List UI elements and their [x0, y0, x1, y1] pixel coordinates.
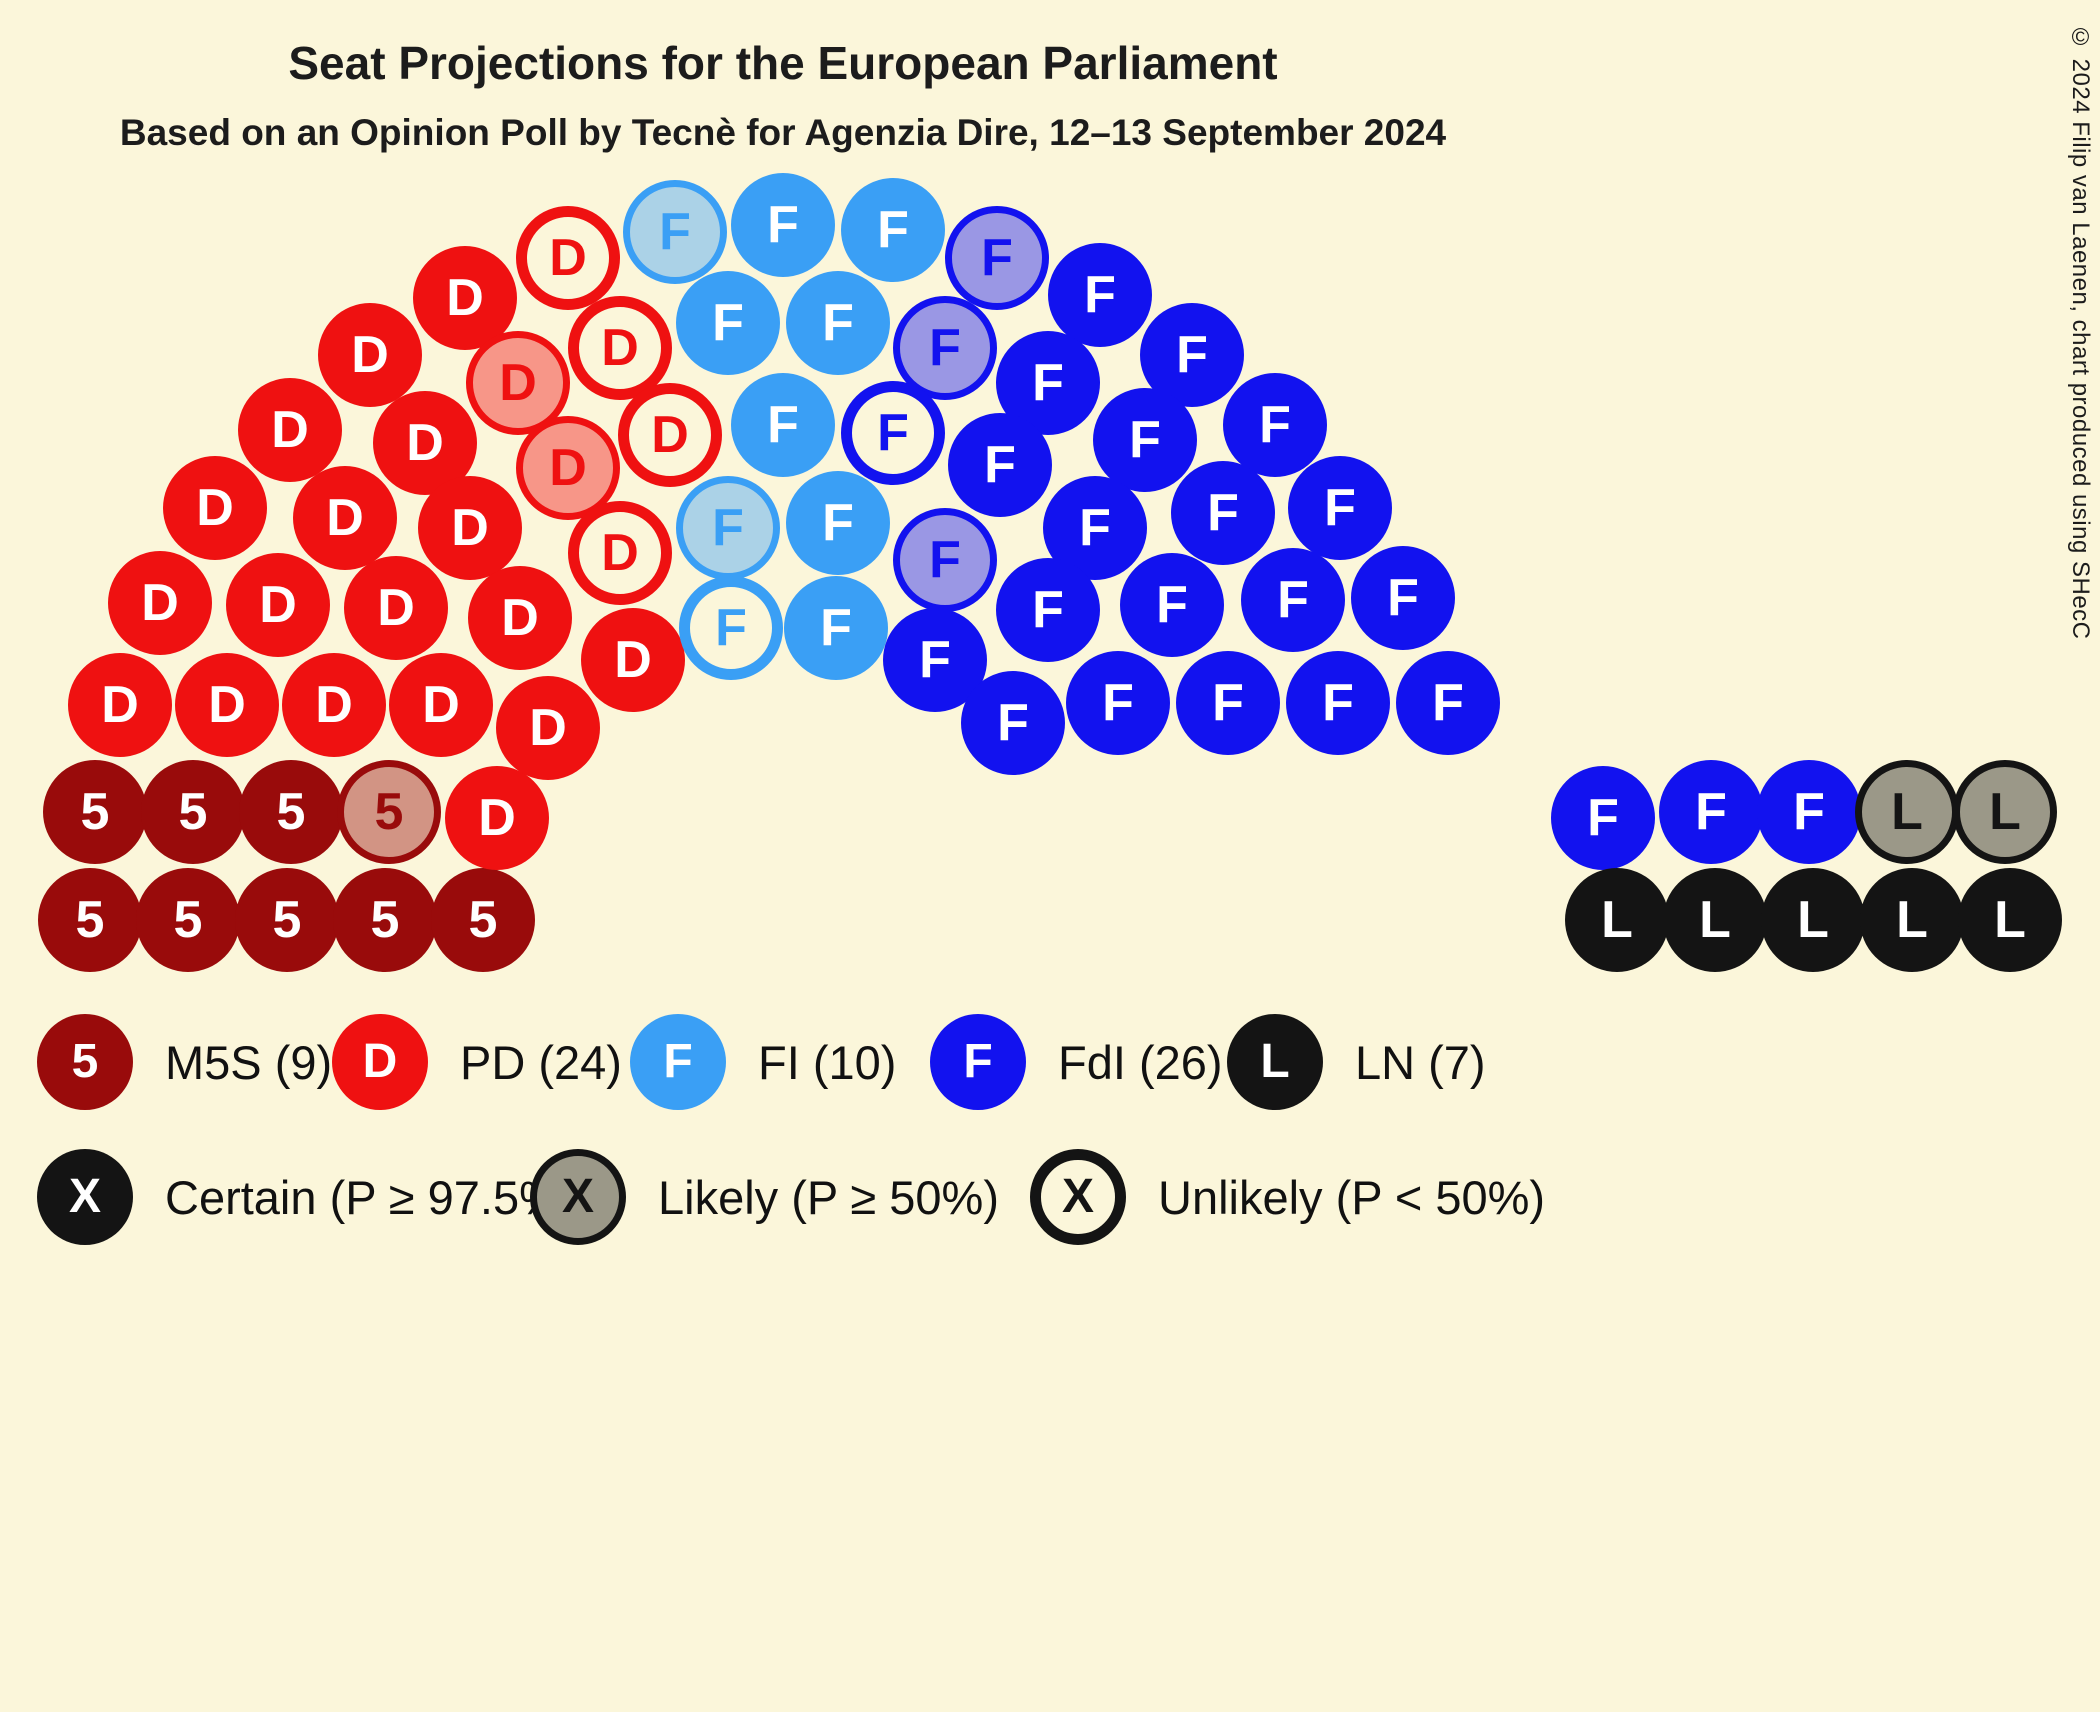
seat-pd-23-certain: D [226, 553, 330, 657]
seat-ln-70-likely: L [1855, 760, 1959, 864]
seat-m5s-49-certain: 5 [333, 868, 437, 972]
seat-fi-54-likely: F [676, 476, 780, 580]
seat-fi-64-certain: F [784, 576, 888, 680]
seat-fdi-30-likely: F [893, 296, 997, 400]
seat-m5s-50-likely: 5 [337, 760, 441, 864]
seat-fdi-58-certain: F [1066, 651, 1170, 755]
seat-pd-8-certain: D [413, 246, 517, 350]
seat-fdi-35-certain: F [1286, 651, 1390, 755]
seat-pd-52-certain: D [468, 566, 572, 670]
legend-status-circle-likely: X [530, 1149, 626, 1245]
legend-label-pd: PD (24) [460, 1035, 622, 1089]
seat-pd-51-certain: D [389, 653, 493, 757]
seat-pd-9-unlikely: D [516, 206, 620, 310]
legend-circle-m5s: 5 [37, 1014, 133, 1110]
seat-pd-27-unlikely: D [568, 296, 672, 400]
seat-fi-10-likely: F [623, 180, 727, 284]
seat-fi-63-unlikely: F [679, 576, 783, 680]
legend-label-fi: FI (10) [758, 1035, 897, 1089]
legend-party-item-pd: D PD (24) [332, 1014, 622, 1110]
seat-fi-29-certain: F [786, 271, 890, 375]
legend-party-item-ln: L LN (7) [1227, 1014, 1486, 1110]
seat-ln-76-certain: L [1958, 868, 2062, 972]
seat-fi-28-certain: F [676, 271, 780, 375]
legend-status-label-likely: Likely (P ≥ 50%) [658, 1170, 1000, 1224]
legend-status-item-unlikely: X Unlikely (P < 50%) [1030, 1149, 1545, 1245]
seat-fi-55-certain: F [786, 471, 890, 575]
seat-fi-11-certain: F [731, 173, 835, 277]
chart-title: Seat Projections for the European Parlia… [288, 37, 1278, 89]
seat-pd-40-certain: D [418, 476, 522, 580]
seat-fdi-32-certain: F [1093, 388, 1197, 492]
seat-fdi-33-certain: F [1171, 461, 1275, 565]
copyright-note: © 2024 Filip van Laenen, chart produced … [2067, 24, 2094, 640]
seat-ln-74-certain: L [1761, 868, 1865, 972]
seat-fdi-56-likely: F [893, 508, 997, 612]
seat-ln-73-certain: L [1663, 868, 1767, 972]
seat-fdi-47-certain: F [1120, 553, 1224, 657]
seat-pd-4-certain: D [108, 551, 212, 655]
seat-m5s-21-certain: 5 [141, 760, 245, 864]
seat-m5s-2-certain: 5 [43, 760, 147, 864]
seat-pd-38-certain: D [282, 653, 386, 757]
legend-status-item-certain: X Certain (P ≥ 97.5%) [37, 1149, 577, 1245]
seat-m5s-59-certain: 5 [431, 868, 535, 972]
seat-ln-71-likely: L [1953, 760, 2057, 864]
seat-pd-39-certain: D [344, 556, 448, 660]
seat-pd-7-certain: D [318, 303, 422, 407]
legend-status-circle-unlikely: X [1030, 1149, 1126, 1245]
seat-pd-53-unlikely: D [568, 501, 672, 605]
legend-party-item-fi: F FI (10) [630, 1014, 896, 1110]
seat-pd-42-unlikely: D [618, 383, 722, 487]
seat-m5s-36-certain: 5 [235, 868, 339, 972]
seat-pd-62-certain: D [581, 608, 685, 712]
seat-fi-12-certain: F [841, 178, 945, 282]
seat-fdi-31-certain: F [996, 331, 1100, 435]
seat-pd-24-certain: D [293, 466, 397, 570]
legend-label-m5s: M5S (9) [165, 1035, 333, 1089]
legend-circle-fi: F [630, 1014, 726, 1110]
seat-ln-75-certain: L [1860, 868, 1964, 972]
seat-pd-5-certain: D [163, 456, 267, 560]
seat-fi-43-certain: F [731, 373, 835, 477]
legend-circle-fdi: F [930, 1014, 1026, 1110]
seat-pd-6-certain: D [238, 378, 342, 482]
legend-status-circle-certain: X [37, 1149, 133, 1245]
seat-ln-72-certain: L [1565, 868, 1669, 972]
seat-fdi-45-certain: F [948, 413, 1052, 517]
legend-circle-ln: L [1227, 1014, 1323, 1110]
seat-m5s-37-certain: 5 [239, 760, 343, 864]
seat-fdi-67-certain: F [1551, 766, 1655, 870]
seat-fdi-57-certain: F [996, 558, 1100, 662]
seat-m5s-1-certain: 5 [38, 868, 142, 972]
legend-circle-pd: D [332, 1014, 428, 1110]
legend-party-item-fdi: F FdI (26) [930, 1014, 1223, 1110]
legend-status-label-unlikely: Unlikely (P < 50%) [1158, 1170, 1546, 1224]
legend-status-item-likely: X Likely (P ≥ 50%) [530, 1149, 999, 1245]
legend-status-label-certain: Certain (P ≥ 97.5%) [165, 1170, 577, 1224]
seat-fdi-68-certain: F [1659, 760, 1763, 864]
legend-label-ln: LN (7) [1355, 1035, 1486, 1089]
seat-fdi-16-certain: F [1223, 373, 1327, 477]
legend-party-item-m5s: 5 M5S (9) [37, 1014, 332, 1110]
seat-fdi-13-likely: F [945, 206, 1049, 310]
seat-fdi-69-certain: F [1757, 760, 1861, 864]
chart-subtitle: Based on an Opinion Poll by Tecnè for Ag… [119, 112, 1447, 153]
seat-fdi-17-certain: F [1288, 456, 1392, 560]
seat-fdi-44-unlikely: F [841, 381, 945, 485]
seat-fdi-48-certain: F [1176, 651, 1280, 755]
seat-pd-61-certain: D [496, 676, 600, 780]
seat-fdi-18-certain: F [1351, 546, 1455, 650]
seat-fdi-66-certain: F [961, 671, 1065, 775]
legend-label-fdi: FdI (26) [1058, 1035, 1223, 1089]
seat-fdi-19-certain: F [1396, 651, 1500, 755]
seat-pd-60-certain: D [445, 766, 549, 870]
seat-pd-3-certain: D [68, 653, 172, 757]
seat-pd-41-likely: D [516, 416, 620, 520]
seat-fdi-14-certain: F [1048, 243, 1152, 347]
seat-fdi-34-certain: F [1241, 548, 1345, 652]
seat-m5s-20-certain: 5 [136, 868, 240, 972]
seat-pd-22-certain: D [175, 653, 279, 757]
